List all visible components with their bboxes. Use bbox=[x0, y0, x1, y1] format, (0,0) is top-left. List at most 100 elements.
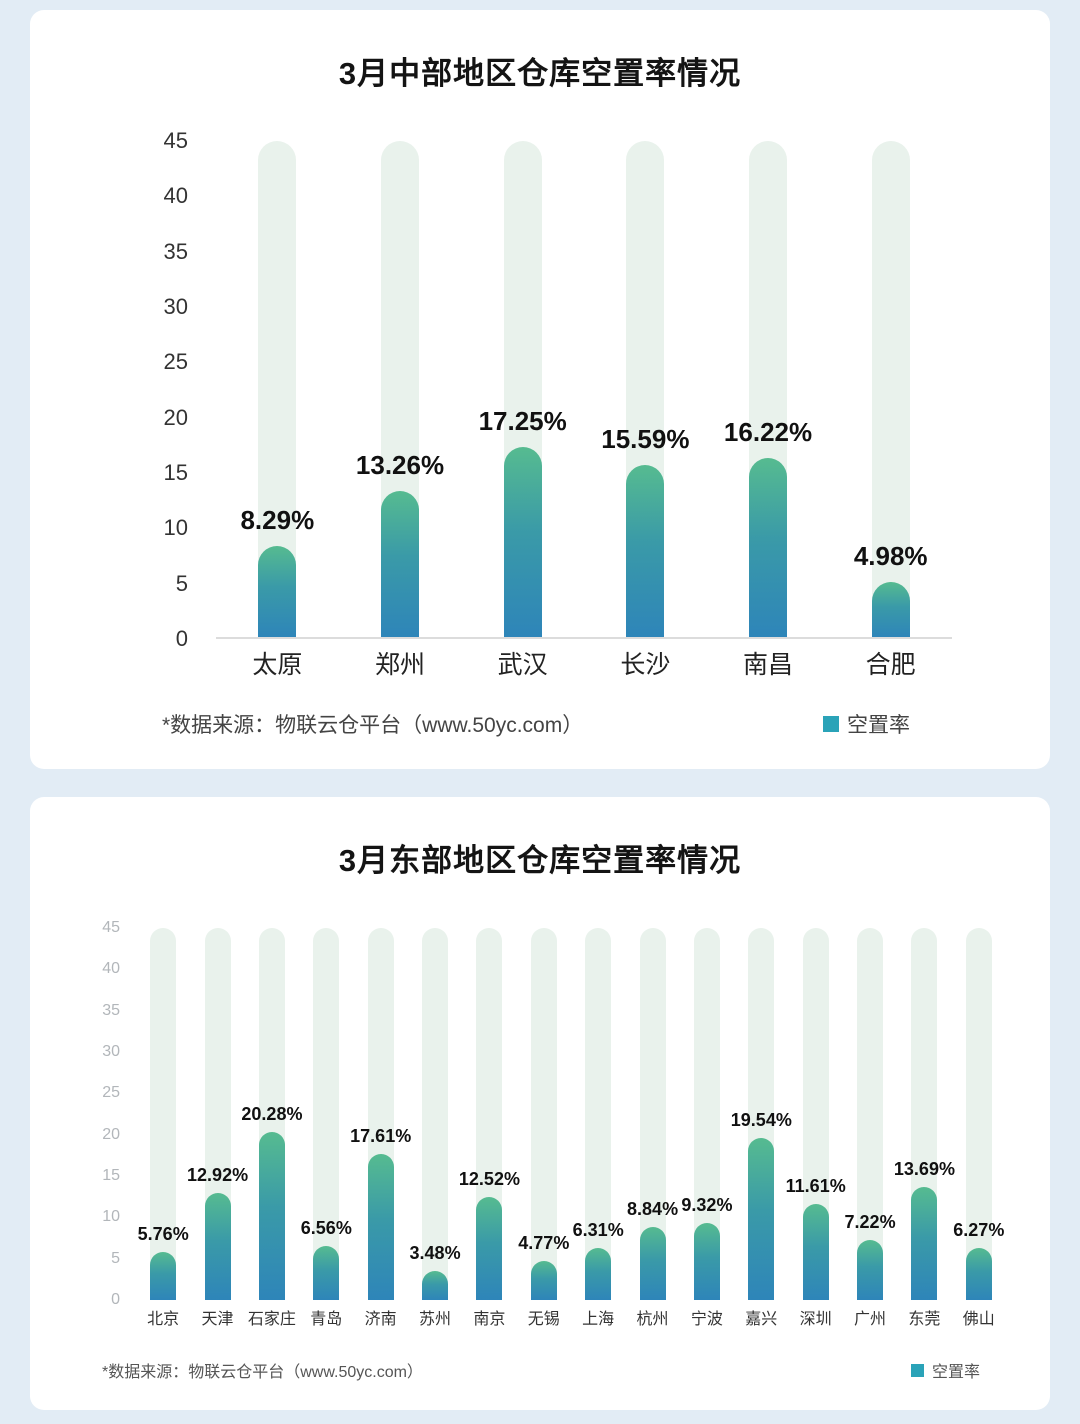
category-label: 宁波 bbox=[690, 1311, 723, 1328]
bar-column: 7.22% 广州 bbox=[843, 928, 897, 1328]
bar bbox=[639, 1226, 666, 1300]
bar-column: 13.69% 东莞 bbox=[894, 928, 955, 1328]
y-axis-tick-label: 20 bbox=[163, 404, 188, 430]
value-label: 8.29% bbox=[240, 504, 315, 535]
y-axis: 45 40 35 30 25 20 15 10 5 0 bbox=[130, 130, 188, 650]
bar-column: 3.48% 苏州 bbox=[408, 928, 462, 1328]
legend-label: 空置率 bbox=[931, 1364, 980, 1381]
bar-track bbox=[965, 928, 992, 1300]
legend: 空置率 bbox=[910, 1358, 980, 1382]
bar bbox=[367, 1154, 394, 1300]
bar bbox=[585, 1247, 612, 1300]
bar-track bbox=[313, 928, 340, 1300]
bar-track bbox=[871, 141, 910, 637]
y-axis-tick-label: 0 bbox=[111, 1291, 120, 1308]
bar bbox=[258, 1132, 285, 1300]
y-axis-tick-label: 5 bbox=[175, 570, 188, 596]
category-label: 石家庄 bbox=[247, 1311, 296, 1328]
source-note: *数据来源：物联云仓平台（www.50yc.com） bbox=[162, 714, 584, 737]
legend-swatch-icon bbox=[910, 1363, 924, 1377]
bar bbox=[503, 446, 542, 637]
bar-track bbox=[150, 928, 177, 1300]
bar-column: 5.76% 北京 bbox=[136, 928, 190, 1328]
category-label: 济南 bbox=[364, 1311, 397, 1328]
category-label: 合肥 bbox=[865, 651, 916, 679]
bar-column: 6.27% 佛山 bbox=[952, 928, 1006, 1328]
y-axis-tick-label: 30 bbox=[102, 1043, 120, 1060]
y-axis-tick-label: 15 bbox=[102, 1167, 120, 1184]
value-label: 13.69% bbox=[893, 1158, 955, 1179]
value-label: 3.48% bbox=[409, 1243, 461, 1264]
value-label: 11.61% bbox=[785, 1176, 846, 1197]
bar bbox=[204, 1193, 231, 1300]
y-axis-tick-label: 30 bbox=[163, 294, 188, 319]
y-axis-tick-label: 5 bbox=[111, 1249, 120, 1267]
bar-column: 20.28% 石家庄 bbox=[241, 928, 302, 1328]
y-axis-tick-label: 40 bbox=[163, 183, 188, 209]
value-label: 16.22% bbox=[723, 417, 813, 448]
bar bbox=[693, 1222, 720, 1300]
plot-area: 8.29% 太原 13.26% 郑州 17.25% 武汉 15.59% 长沙 16.22% 南昌 4… bbox=[216, 141, 952, 678]
category-label: 郑州 bbox=[374, 651, 426, 679]
bar-column: 9.32% 宁波 bbox=[680, 928, 734, 1328]
bar-column: 11.61% 深圳 bbox=[785, 928, 846, 1328]
value-label: 13.26% bbox=[355, 449, 445, 480]
bar-column: 19.54% 嘉兴 bbox=[731, 928, 792, 1328]
source-note: *数据来源：物联云仓平台（www.50yc.com） bbox=[102, 1364, 423, 1381]
y-axis-tick-label: 10 bbox=[102, 1208, 120, 1226]
category-label: 上海 bbox=[582, 1311, 615, 1328]
bar-column: 12.52% 南京 bbox=[459, 928, 520, 1328]
bar bbox=[871, 582, 910, 637]
value-label: 19.54% bbox=[730, 1110, 792, 1131]
value-label: 4.98% bbox=[853, 541, 928, 572]
value-label: 7.22% bbox=[844, 1212, 896, 1233]
bar-column: 6.31% 上海 bbox=[571, 928, 625, 1328]
bar-column: 8.84% 杭州 bbox=[625, 928, 679, 1328]
y-axis-tick-label: 0 bbox=[175, 626, 188, 651]
bar bbox=[313, 1245, 340, 1300]
y-axis-tick-label: 35 bbox=[163, 238, 188, 264]
value-label: 6.31% bbox=[572, 1219, 624, 1240]
y-axis-tick-label: 45 bbox=[102, 919, 120, 936]
bar bbox=[258, 545, 297, 637]
value-label: 6.27% bbox=[953, 1220, 1005, 1241]
value-label: 12.52% bbox=[458, 1168, 520, 1189]
chart-title: 3月中部地区仓库空置率情况 bbox=[338, 56, 742, 91]
category-label: 东莞 bbox=[908, 1311, 941, 1328]
bar-column: 8.29% 太原 bbox=[216, 141, 339, 678]
bar bbox=[748, 1138, 775, 1300]
bar-column: 16.22% 南昌 bbox=[707, 141, 830, 678]
bar bbox=[626, 465, 665, 637]
category-label: 佛山 bbox=[962, 1311, 995, 1328]
bar bbox=[749, 458, 788, 637]
category-label: 广州 bbox=[854, 1311, 887, 1328]
bar bbox=[530, 1260, 557, 1300]
category-label: 青岛 bbox=[310, 1311, 343, 1328]
bar bbox=[150, 1252, 177, 1300]
category-label: 杭州 bbox=[636, 1311, 669, 1328]
bar-track bbox=[530, 928, 557, 1300]
bar-column: 17.25% 武汉 bbox=[461, 141, 584, 678]
central-region-chart-card: 3月中部地区仓库空置率情况 45 40 35 30 25 20 15 10 5 0 8.29% 太原… bbox=[30, 10, 1050, 769]
category-label: 天津 bbox=[201, 1311, 234, 1328]
bar-chart-eastern: 45 40 35 30 25 20 15 10 5 0 5.76% 北京 12.92% 天津 20.28%… bbox=[84, 920, 1006, 1328]
category-label: 南京 bbox=[473, 1311, 506, 1328]
bar-column: 6.56% 青岛 bbox=[299, 928, 353, 1328]
y-axis-tick-label: 40 bbox=[102, 960, 120, 978]
value-label: 17.25% bbox=[478, 405, 567, 436]
y-axis-tick-label: 45 bbox=[163, 128, 188, 153]
category-label: 北京 bbox=[147, 1311, 180, 1328]
value-label: 15.59% bbox=[601, 424, 690, 455]
bar bbox=[911, 1186, 938, 1300]
bar-track bbox=[585, 928, 612, 1300]
value-label: 20.28% bbox=[241, 1104, 303, 1125]
category-label: 深圳 bbox=[799, 1311, 832, 1328]
bar-track bbox=[857, 928, 884, 1300]
bar-column: 4.98% 合肥 bbox=[829, 141, 952, 678]
value-label: 9.32% bbox=[681, 1194, 733, 1215]
chart-footer: *数据来源：物联云仓平台（www.50yc.com） 空置率 bbox=[66, 705, 1014, 745]
bar-track bbox=[422, 928, 449, 1300]
bar bbox=[476, 1196, 503, 1300]
bar-column: 12.92% 天津 bbox=[187, 928, 248, 1328]
value-label: 8.84% bbox=[627, 1198, 679, 1219]
